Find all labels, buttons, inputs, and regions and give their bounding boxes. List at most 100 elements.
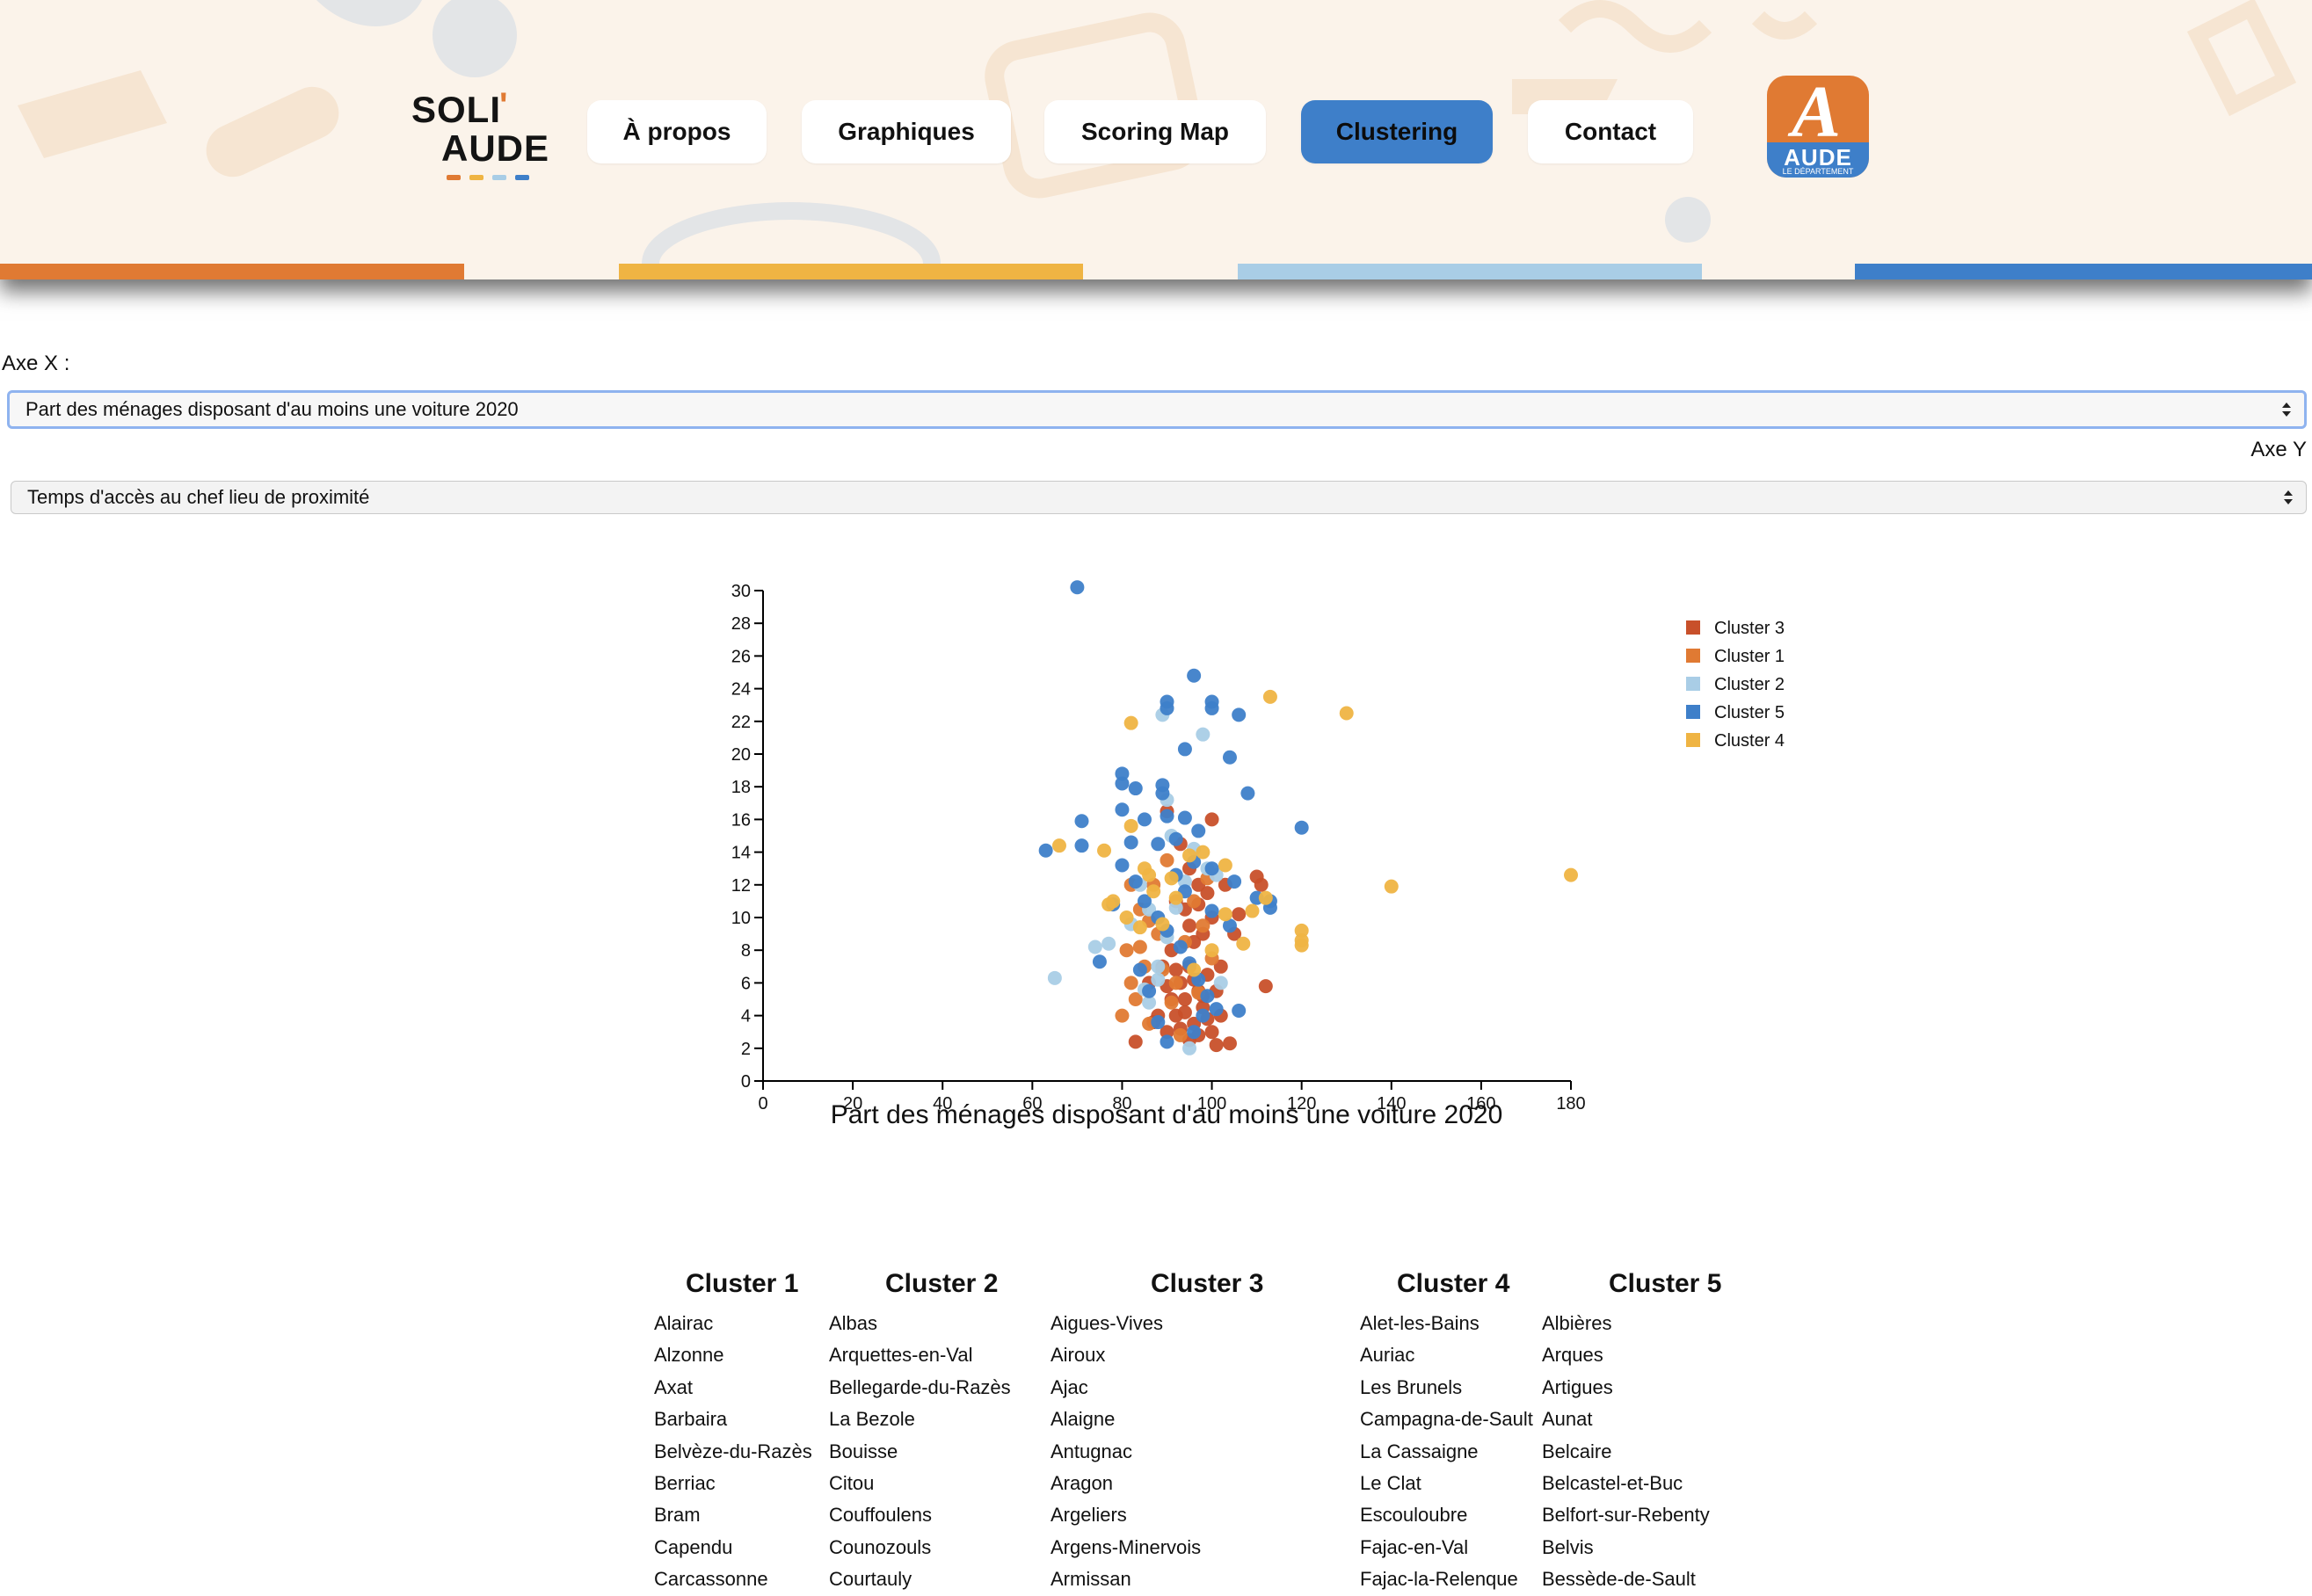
data-point[interactable] bbox=[1187, 668, 1202, 683]
data-point[interactable] bbox=[1294, 938, 1309, 953]
soli-aude-logo[interactable]: SOLI ' AUDE bbox=[411, 86, 552, 180]
data-point[interactable] bbox=[1132, 962, 1147, 977]
data-point[interactable] bbox=[1245, 903, 1260, 918]
data-point[interactable] bbox=[1128, 992, 1143, 1006]
data-point[interactable] bbox=[1200, 886, 1215, 901]
data-point[interactable] bbox=[1115, 802, 1130, 817]
data-point[interactable] bbox=[1204, 812, 1219, 827]
nav-clustering[interactable]: Clustering bbox=[1301, 100, 1493, 163]
data-point[interactable] bbox=[1151, 959, 1166, 974]
data-point[interactable] bbox=[1132, 920, 1147, 935]
data-point[interactable] bbox=[1123, 715, 1138, 730]
nav-a-propos[interactable]: À propos bbox=[587, 100, 767, 163]
data-point[interactable] bbox=[1187, 962, 1202, 977]
data-point[interactable] bbox=[1177, 742, 1192, 757]
data-point[interactable] bbox=[1204, 700, 1219, 715]
data-point[interactable] bbox=[1168, 831, 1183, 846]
data-point[interactable] bbox=[1155, 917, 1170, 932]
data-point[interactable] bbox=[1119, 943, 1134, 958]
data-point[interactable] bbox=[1160, 1034, 1174, 1049]
data-point[interactable] bbox=[1160, 852, 1174, 867]
data-point[interactable] bbox=[1173, 1027, 1188, 1042]
x-axis-select[interactable]: Part des ménages disposant d'au moins un… bbox=[7, 390, 2307, 429]
data-point[interactable] bbox=[1339, 706, 1354, 721]
data-point[interactable] bbox=[1038, 843, 1053, 858]
data-point[interactable] bbox=[1200, 989, 1215, 1004]
data-point[interactable] bbox=[1097, 843, 1112, 858]
data-point[interactable] bbox=[1142, 867, 1157, 882]
data-point[interactable] bbox=[1196, 1008, 1211, 1023]
data-point[interactable] bbox=[1240, 786, 1255, 801]
data-point[interactable] bbox=[1115, 858, 1130, 873]
data-point[interactable] bbox=[1128, 1034, 1143, 1049]
data-point[interactable] bbox=[1142, 995, 1157, 1010]
data-point[interactable] bbox=[1160, 1025, 1174, 1040]
data-point[interactable] bbox=[1191, 823, 1206, 838]
data-point[interactable] bbox=[1196, 727, 1211, 742]
data-point[interactable] bbox=[1151, 1015, 1166, 1030]
data-point[interactable] bbox=[1137, 894, 1152, 909]
data-point[interactable] bbox=[1187, 1025, 1202, 1040]
data-point[interactable] bbox=[1177, 992, 1192, 1006]
data-point[interactable] bbox=[1123, 835, 1138, 850]
data-point[interactable] bbox=[1092, 954, 1107, 969]
data-point[interactable] bbox=[1294, 923, 1309, 938]
data-point[interactable] bbox=[1218, 907, 1232, 922]
data-point[interactable] bbox=[1222, 918, 1237, 933]
data-point[interactable] bbox=[1258, 979, 1273, 994]
data-point[interactable] bbox=[1160, 809, 1174, 823]
data-point[interactable] bbox=[1164, 871, 1179, 886]
data-point[interactable] bbox=[1101, 936, 1116, 951]
data-point[interactable] bbox=[1209, 1038, 1224, 1053]
data-point[interactable] bbox=[1151, 972, 1166, 987]
data-point[interactable] bbox=[1146, 884, 1161, 899]
data-point[interactable] bbox=[1128, 874, 1143, 889]
data-point[interactable] bbox=[1218, 858, 1232, 873]
data-point[interactable] bbox=[1173, 939, 1188, 954]
data-point[interactable] bbox=[1182, 848, 1197, 863]
data-point[interactable] bbox=[1155, 786, 1170, 801]
data-point[interactable] bbox=[1168, 890, 1183, 905]
data-point[interactable] bbox=[1204, 1025, 1219, 1040]
data-point[interactable] bbox=[1132, 939, 1147, 954]
data-point[interactable] bbox=[1258, 890, 1273, 905]
data-point[interactable] bbox=[1168, 976, 1183, 990]
data-point[interactable] bbox=[1168, 962, 1183, 977]
data-point[interactable] bbox=[1187, 894, 1202, 909]
data-point[interactable] bbox=[1204, 943, 1219, 958]
data-point[interactable] bbox=[1106, 894, 1121, 909]
data-point[interactable] bbox=[1213, 959, 1228, 974]
data-point[interactable] bbox=[1232, 707, 1247, 722]
data-point[interactable] bbox=[1254, 877, 1269, 892]
data-point[interactable] bbox=[1564, 867, 1578, 882]
data-point[interactable] bbox=[1115, 766, 1130, 781]
data-point[interactable] bbox=[1222, 750, 1237, 765]
data-point[interactable] bbox=[1232, 1004, 1247, 1019]
data-point[interactable] bbox=[1115, 1008, 1130, 1023]
data-point[interactable] bbox=[1213, 976, 1228, 990]
data-point[interactable] bbox=[1262, 689, 1277, 704]
data-point[interactable] bbox=[1204, 903, 1219, 918]
data-point[interactable] bbox=[1137, 812, 1152, 827]
data-point[interactable] bbox=[1047, 970, 1062, 985]
data-point[interactable] bbox=[1182, 1041, 1197, 1056]
data-point[interactable] bbox=[1222, 1036, 1237, 1051]
nav-scoring-map[interactable]: Scoring Map bbox=[1044, 100, 1266, 163]
data-point[interactable] bbox=[1142, 983, 1157, 998]
data-point[interactable] bbox=[1123, 976, 1138, 990]
data-point[interactable] bbox=[1384, 879, 1399, 894]
data-point[interactable] bbox=[1236, 936, 1251, 951]
data-point[interactable] bbox=[1182, 918, 1197, 933]
data-point[interactable] bbox=[1168, 900, 1183, 915]
data-point[interactable] bbox=[1160, 700, 1174, 715]
data-point[interactable] bbox=[1227, 874, 1242, 889]
data-point[interactable] bbox=[1177, 1005, 1192, 1019]
data-point[interactable] bbox=[1115, 776, 1130, 791]
data-point[interactable] bbox=[1196, 845, 1211, 860]
data-point[interactable] bbox=[1087, 939, 1102, 954]
data-point[interactable] bbox=[1119, 910, 1134, 925]
data-point[interactable] bbox=[1074, 838, 1089, 853]
data-point[interactable] bbox=[1074, 814, 1089, 829]
data-point[interactable] bbox=[1177, 810, 1192, 825]
data-point[interactable] bbox=[1151, 837, 1166, 852]
